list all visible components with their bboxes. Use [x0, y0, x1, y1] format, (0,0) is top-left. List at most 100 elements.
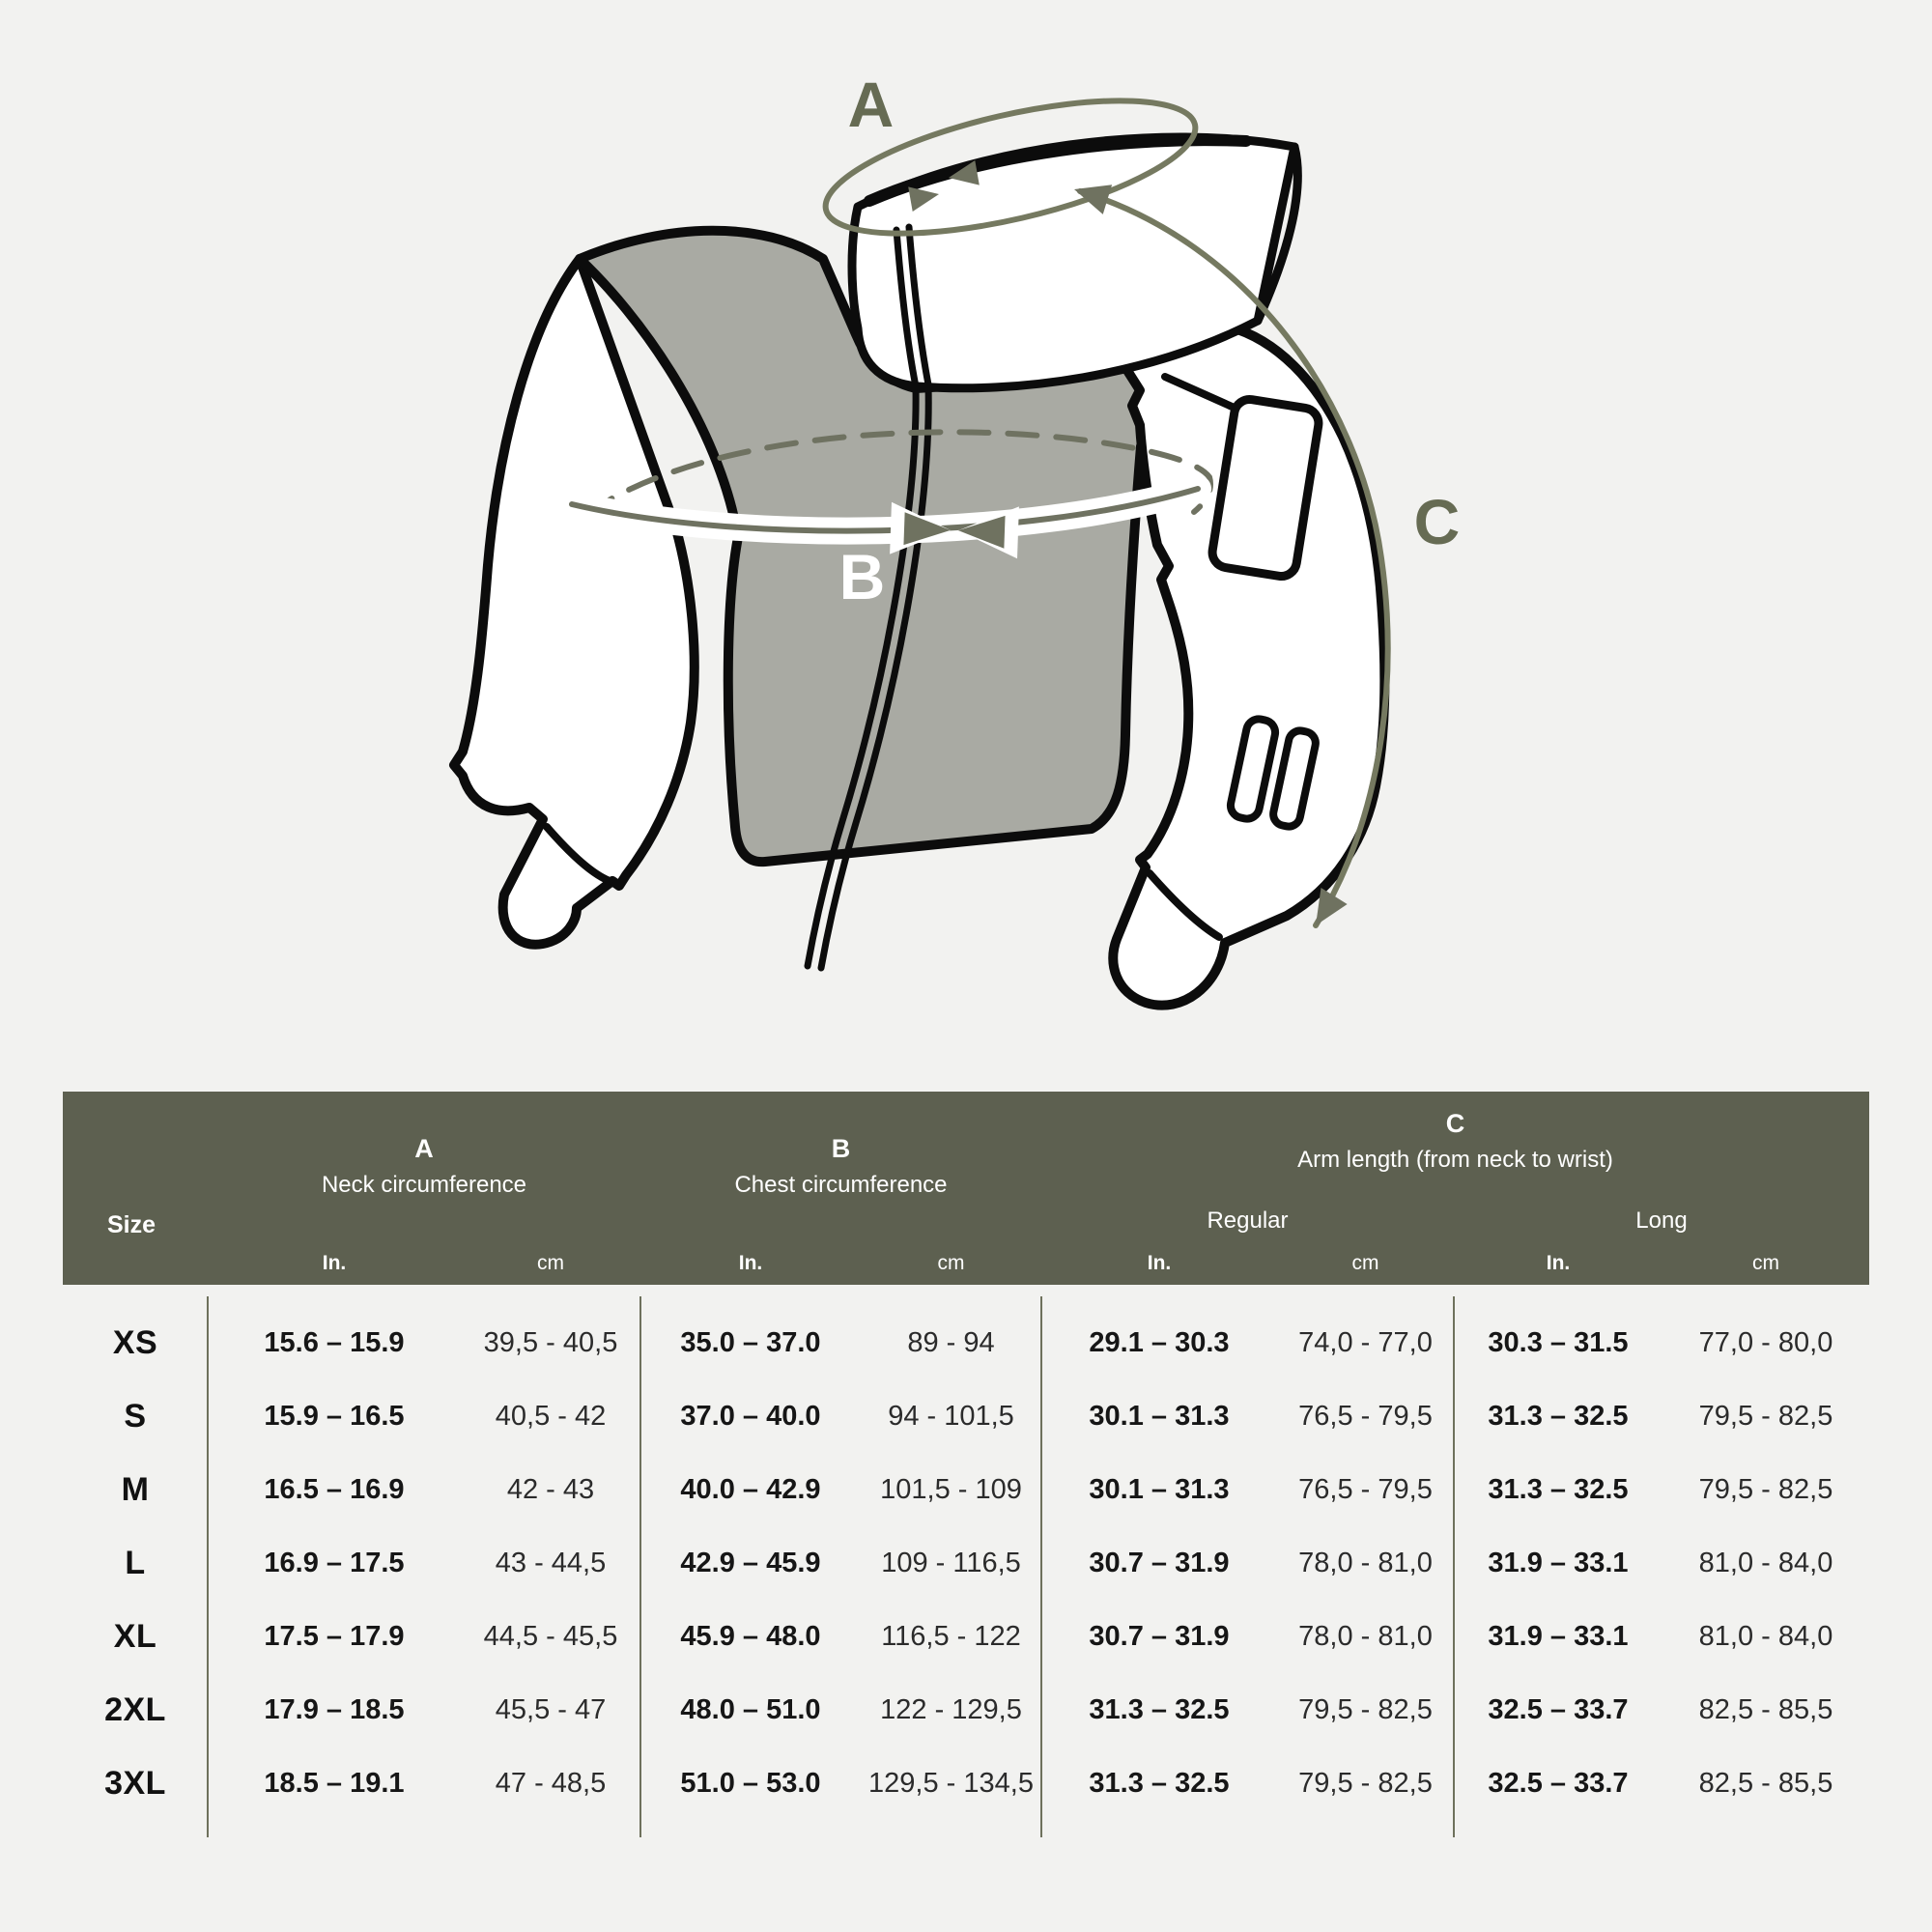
- table-row: M 16.5 – 16.9 42 - 43 40.0 – 42.9 101,5 …: [63, 1453, 1869, 1526]
- column-group-a: A Neck circumference: [208, 1134, 640, 1199]
- chest-cm-cell: 94 - 101,5: [888, 1400, 1014, 1432]
- size-table: Size A Neck circumference B Chest circum…: [63, 1092, 1869, 1843]
- arm-regular-cm-cell: 74,0 - 77,0: [1298, 1326, 1433, 1358]
- measure-label-c: C: [1413, 486, 1462, 557]
- table-row: XS 15.6 – 15.9 39,5 - 40,5 35.0 – 37.0 8…: [63, 1306, 1869, 1379]
- neck-in-cell: 16.9 – 17.5: [264, 1547, 405, 1578]
- neck-cm-cell: 42 - 43: [506, 1473, 595, 1505]
- size-cell: 3XL: [104, 1764, 166, 1802]
- table-row: 3XL 18.5 – 19.1 47 - 48,5 51.0 – 53.0 12…: [63, 1747, 1869, 1820]
- column-divider: [1040, 1296, 1042, 1837]
- arm-long-in-cell: 31.9 – 33.1: [1488, 1547, 1629, 1578]
- neck-cm-cell: 40,5 - 42: [495, 1400, 607, 1432]
- column-divider: [207, 1296, 209, 1837]
- arm-long-cm-cell: 81,0 - 84,0: [1698, 1620, 1833, 1652]
- unit-header-cm: cm: [1752, 1252, 1779, 1274]
- unit-header-in: In.: [1147, 1252, 1172, 1274]
- table-row: XL 17.5 – 17.9 44,5 - 45,5 45.9 – 48.0 1…: [63, 1600, 1869, 1673]
- unit-header-in: In.: [322, 1252, 347, 1274]
- table-row: S 15.9 – 16.5 40,5 - 42 37.0 – 40.0 94 -…: [63, 1379, 1869, 1453]
- chest-in-cell: 45.9 – 48.0: [680, 1620, 821, 1652]
- pen-slot: [1269, 726, 1320, 831]
- size-cell: XS: [112, 1323, 158, 1361]
- group-b-letter: B: [831, 1134, 851, 1163]
- chest-in-cell: 48.0 – 51.0: [680, 1693, 821, 1725]
- chest-cm-cell: 116,5 - 122: [881, 1620, 1021, 1652]
- chest-in-cell: 40.0 – 42.9: [680, 1473, 821, 1505]
- neck-cm-cell: 39,5 - 40,5: [483, 1326, 618, 1358]
- size-cell: 2XL: [104, 1690, 166, 1728]
- neck-in-cell: 18.5 – 19.1: [264, 1767, 405, 1799]
- arm-regular-in-cell: 30.7 – 31.9: [1089, 1620, 1230, 1652]
- shoulder-pocket: [1208, 395, 1323, 581]
- size-cell: L: [125, 1544, 146, 1581]
- chest-cm-cell: 109 - 116,5: [881, 1547, 1021, 1578]
- chest-cm-cell: 122 - 129,5: [880, 1693, 1022, 1725]
- arm-long-in-cell: 32.5 – 33.7: [1488, 1693, 1629, 1725]
- measure-label-a: A: [847, 69, 895, 140]
- subcolumn-regular: Regular: [1207, 1208, 1289, 1234]
- arm-long-in-cell: 32.5 – 33.7: [1488, 1767, 1629, 1799]
- zipper: [804, 383, 932, 972]
- measure-b-band: [558, 429, 1213, 559]
- table-body: XS 15.6 – 15.9 39,5 - 40,5 35.0 – 37.0 8…: [63, 1285, 1869, 1843]
- arm-long-in-cell: 31.9 – 33.1: [1488, 1620, 1629, 1652]
- chest-in-cell: 42.9 – 45.9: [680, 1547, 821, 1578]
- arm-long-cm-cell: 82,5 - 85,5: [1698, 1767, 1833, 1799]
- arm-regular-cm-cell: 76,5 - 79,5: [1298, 1400, 1433, 1432]
- unit-header-cm: cm: [937, 1252, 965, 1274]
- arm-long-in-cell: 31.3 – 32.5: [1488, 1473, 1629, 1505]
- neck-in-cell: 17.5 – 17.9: [264, 1620, 405, 1652]
- neck-cm-cell: 43 - 44,5: [495, 1547, 607, 1578]
- arm-long-in-cell: 31.3 – 32.5: [1488, 1400, 1629, 1432]
- table-row: 2XL 17.9 – 18.5 45,5 - 47 48.0 – 51.0 12…: [63, 1673, 1869, 1747]
- chest-cm-cell: 101,5 - 109: [880, 1473, 1022, 1505]
- group-a-letter: A: [414, 1134, 434, 1163]
- subcolumn-long: Long: [1635, 1208, 1688, 1234]
- chest-in-cell: 37.0 – 40.0: [680, 1400, 821, 1432]
- measure-c-arrow: [1074, 185, 1391, 928]
- chest-in-cell: 51.0 – 53.0: [680, 1767, 821, 1799]
- column-divider: [639, 1296, 641, 1837]
- column-group-c: C Arm length (from neck to wrist): [1041, 1109, 1869, 1174]
- arm-regular-in-cell: 30.1 – 31.3: [1089, 1400, 1230, 1432]
- group-c-name: Arm length (from neck to wrist): [1297, 1147, 1613, 1173]
- neck-cm-cell: 45,5 - 47: [495, 1693, 607, 1725]
- shirt-illustration-svg: [449, 98, 1391, 1010]
- arm-long-cm-cell: 81,0 - 84,0: [1698, 1547, 1833, 1578]
- chest-cm-cell: 129,5 - 134,5: [868, 1767, 1034, 1799]
- arm-regular-in-cell: 30.7 – 31.9: [1089, 1547, 1230, 1578]
- unit-header-in: In.: [1546, 1252, 1571, 1274]
- arm-long-cm-cell: 79,5 - 82,5: [1698, 1473, 1833, 1505]
- size-cell: XL: [113, 1617, 157, 1655]
- neck-in-cell: 16.5 – 16.9: [264, 1473, 405, 1505]
- size-cell: M: [121, 1470, 150, 1508]
- arm-regular-in-cell: 31.3 – 32.5: [1089, 1693, 1230, 1725]
- collar: [847, 132, 1302, 393]
- table-header: Size A Neck circumference B Chest circum…: [63, 1092, 1869, 1285]
- arm-regular-in-cell: 31.3 – 32.5: [1089, 1767, 1230, 1799]
- arm-regular-in-cell: 29.1 – 30.3: [1089, 1326, 1230, 1358]
- measure-a-ellipse: [822, 98, 1199, 237]
- arm-regular-cm-cell: 76,5 - 79,5: [1298, 1473, 1433, 1505]
- group-a-name: Neck circumference: [321, 1172, 527, 1198]
- arm-regular-cm-cell: 79,5 - 82,5: [1298, 1767, 1433, 1799]
- neck-in-cell: 17.9 – 18.5: [264, 1693, 405, 1725]
- neck-cm-cell: 47 - 48,5: [495, 1767, 607, 1799]
- neck-in-cell: 15.6 – 15.9: [264, 1326, 405, 1358]
- size-cell: S: [124, 1397, 147, 1435]
- arm-regular-cm-cell: 78,0 - 81,0: [1298, 1547, 1433, 1578]
- column-header-size: Size: [107, 1211, 156, 1238]
- arm-long-cm-cell: 82,5 - 85,5: [1698, 1693, 1833, 1725]
- left-sleeve: [449, 254, 699, 950]
- chest-in-cell: 35.0 – 37.0: [680, 1326, 821, 1358]
- arm-long-cm-cell: 77,0 - 80,0: [1698, 1326, 1833, 1358]
- unit-header-in: In.: [738, 1252, 763, 1274]
- column-group-b: B Chest circumference: [640, 1134, 1041, 1199]
- pen-slot: [1226, 715, 1280, 823]
- table-row: L 16.9 – 17.5 43 - 44,5 42.9 – 45.9 109 …: [63, 1526, 1869, 1600]
- neck-cm-cell: 44,5 - 45,5: [483, 1620, 618, 1652]
- unit-header-cm: cm: [1351, 1252, 1379, 1274]
- arm-long-in-cell: 30.3 – 31.5: [1488, 1326, 1629, 1358]
